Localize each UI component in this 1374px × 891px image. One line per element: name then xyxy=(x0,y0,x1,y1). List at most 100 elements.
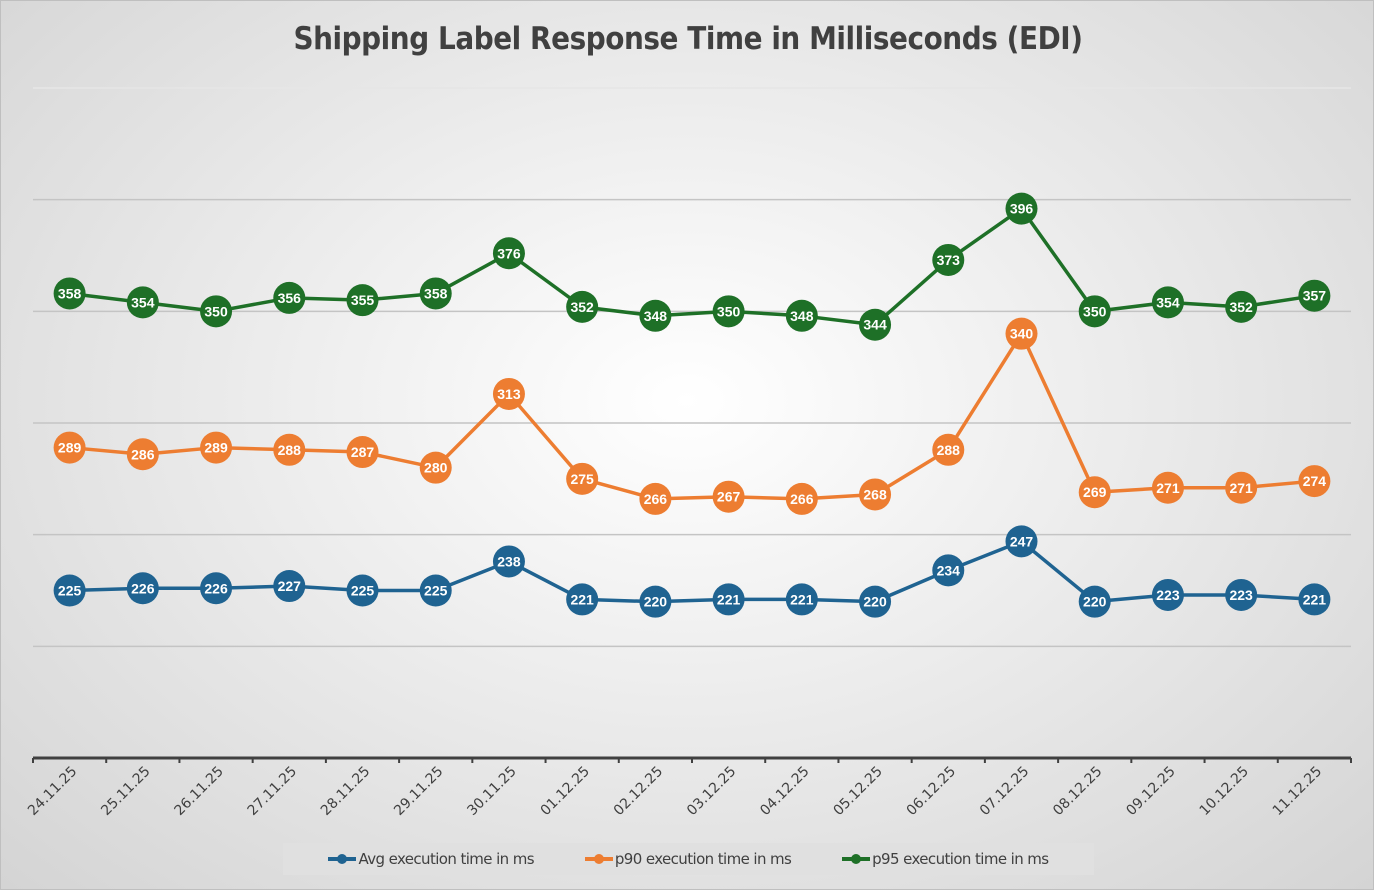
data-label: 340 xyxy=(1010,326,1034,342)
legend-label-p90: p90 execution time in ms xyxy=(614,850,792,868)
x-tick-label: 08.12.25 xyxy=(1050,764,1105,819)
x-tick-label: 30.11.25 xyxy=(464,764,519,819)
data-label: 221 xyxy=(790,591,814,607)
data-label: 313 xyxy=(497,386,521,402)
data-label: 274 xyxy=(1303,473,1327,489)
data-point xyxy=(566,583,599,616)
legend-item-avg: Avg execution time in ms xyxy=(328,850,535,868)
data-label: 226 xyxy=(131,580,155,596)
data-label: 288 xyxy=(278,442,302,458)
x-tick-label: 25.11.25 xyxy=(98,764,153,819)
data-label: 289 xyxy=(204,440,228,456)
legend-marker-p95 xyxy=(842,854,871,864)
data-label: 221 xyxy=(717,591,741,607)
legend-item-p95: p95 execution time in ms xyxy=(842,850,1049,868)
data-label: 223 xyxy=(1156,587,1180,603)
data-label: 358 xyxy=(424,285,448,301)
data-point xyxy=(346,284,379,317)
data-label: 358 xyxy=(58,285,82,301)
data-point xyxy=(200,572,233,605)
x-tick-label: 11.12.25 xyxy=(1270,764,1325,819)
legend-label-p95: p95 execution time in ms xyxy=(872,850,1049,868)
data-label: 280 xyxy=(424,460,448,476)
data-point xyxy=(566,462,599,495)
x-tick-label: 10.12.25 xyxy=(1197,764,1252,819)
x-tick-label: 29.11.25 xyxy=(391,764,446,819)
data-point xyxy=(126,438,159,471)
data-point xyxy=(859,585,892,618)
data-point xyxy=(712,480,745,513)
data-label: 289 xyxy=(58,440,82,456)
series-line xyxy=(69,539,1315,604)
data-point xyxy=(200,295,233,328)
data-point xyxy=(53,574,86,607)
data-label: 220 xyxy=(644,594,668,610)
data-label: 247 xyxy=(1010,533,1034,549)
data-point xyxy=(1151,286,1184,319)
x-tick-label: 26.11.25 xyxy=(171,764,226,819)
data-point xyxy=(126,286,159,319)
data-point xyxy=(492,377,525,410)
legend-label-avg: Avg execution time in ms xyxy=(358,850,534,868)
x-tick-label: 28.11.25 xyxy=(318,764,373,819)
data-point xyxy=(639,482,672,515)
data-label: 269 xyxy=(1083,484,1107,500)
data-label: 376 xyxy=(497,245,521,261)
data-label: 225 xyxy=(424,583,448,599)
data-point xyxy=(53,431,86,464)
x-tick-label: 09.12.25 xyxy=(1123,764,1178,819)
legend-marker-p90 xyxy=(584,854,613,864)
data-point xyxy=(53,277,86,310)
data-label: 354 xyxy=(1156,294,1180,310)
data-label: 226 xyxy=(204,580,228,596)
data-point xyxy=(1298,279,1331,312)
x-tick-label: 04.12.25 xyxy=(757,764,812,819)
data-point xyxy=(126,572,159,605)
data-label: 267 xyxy=(717,489,741,505)
data-label: 357 xyxy=(1303,288,1327,304)
data-point xyxy=(1225,290,1258,323)
data-label: 350 xyxy=(204,303,228,319)
data-point xyxy=(273,570,306,603)
data-label: 348 xyxy=(644,308,668,324)
series-line xyxy=(69,206,1315,327)
data-point xyxy=(1005,317,1038,350)
data-label: 275 xyxy=(570,471,594,487)
data-point xyxy=(859,478,892,511)
data-label: 396 xyxy=(1010,201,1034,217)
data-point xyxy=(932,433,965,466)
data-point xyxy=(712,583,745,616)
x-tick-label: 06.12.25 xyxy=(904,764,959,819)
x-tick-label: 02.12.25 xyxy=(611,764,666,819)
data-point xyxy=(1078,476,1111,509)
data-point xyxy=(932,554,965,587)
x-tick-label: 24.11.25 xyxy=(25,764,80,819)
data-point xyxy=(273,433,306,466)
data-label: 350 xyxy=(717,303,741,319)
data-point xyxy=(492,545,525,578)
data-point xyxy=(1298,583,1331,616)
data-point xyxy=(419,277,452,310)
data-point xyxy=(273,281,306,314)
x-tick-label: 07.12.25 xyxy=(977,764,1032,819)
x-tick-label: 03.12.25 xyxy=(684,764,739,819)
data-point xyxy=(639,585,672,618)
data-label: 352 xyxy=(1229,299,1253,315)
data-label: 271 xyxy=(1156,480,1180,496)
x-tick-label: 01.12.25 xyxy=(538,764,593,819)
data-point xyxy=(712,295,745,328)
data-point xyxy=(932,243,965,276)
data-label: 221 xyxy=(1303,591,1327,607)
data-label: 220 xyxy=(863,594,887,610)
data-label: 266 xyxy=(790,491,814,507)
data-label: 287 xyxy=(351,444,375,460)
data-label: 352 xyxy=(570,299,594,315)
data-label: 354 xyxy=(131,294,155,310)
data-label: 227 xyxy=(278,578,302,594)
data-point xyxy=(1005,525,1038,558)
data-label: 288 xyxy=(937,442,961,458)
data-point xyxy=(785,583,818,616)
data-point xyxy=(1151,578,1184,611)
